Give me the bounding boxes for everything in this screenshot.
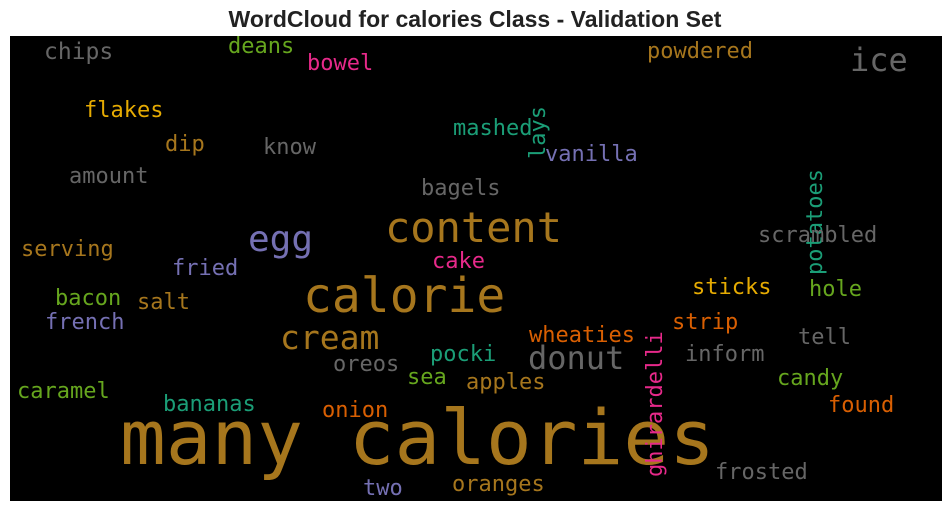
word-potatoes: potatoes — [803, 169, 828, 275]
word-bananas: bananas — [163, 392, 256, 417]
wordcloud-canvas: many calories calorie content egg cream donut… — [10, 36, 942, 501]
word-pocki: pocki — [430, 342, 497, 367]
word-two: two — [363, 476, 403, 501]
word-cake: cake — [432, 249, 485, 274]
word-fried: fried — [172, 256, 239, 281]
word-egg: egg — [248, 219, 314, 260]
word-ice: ice — [850, 41, 908, 79]
word-salt: salt — [137, 290, 190, 315]
word-sticks: sticks — [692, 275, 772, 300]
word-flakes: flakes — [84, 98, 164, 123]
word-deans: deans — [228, 36, 295, 59]
word-bowel: bowel — [307, 51, 374, 76]
word-onion: onion — [322, 398, 389, 423]
word-caramel: caramel — [17, 379, 110, 404]
word-strip: strip — [672, 310, 739, 335]
word-ghirardelli: ghirardelli — [643, 331, 668, 477]
word-oreos: oreos — [333, 352, 400, 377]
word-bacon: bacon — [55, 286, 122, 311]
word-hole: hole — [809, 277, 862, 302]
word-vanilla: vanilla — [545, 142, 638, 167]
word-inform: inform — [685, 342, 765, 367]
word-powdered: powdered — [647, 39, 753, 64]
word-many-calories: many calories — [120, 393, 715, 482]
word-content: content — [385, 203, 563, 252]
word-frosted: frosted — [715, 460, 808, 485]
word-wheaties: wheaties — [529, 323, 635, 348]
word-mashed: mashed — [453, 116, 533, 141]
word-tell: tell — [798, 325, 851, 350]
chart-title: WordCloud for calories Class - Validatio… — [228, 6, 722, 32]
word-found: found — [828, 393, 895, 418]
word-calorie: calorie — [303, 268, 506, 324]
word-chips: chips — [44, 39, 114, 65]
word-apples: apples — [466, 370, 546, 395]
word-donut: donut — [528, 339, 625, 377]
word-oranges: oranges — [452, 472, 545, 497]
word-scrambled: scrambled — [758, 223, 878, 248]
word-bagels: bagels — [421, 176, 501, 201]
word-candy: candy — [777, 366, 844, 391]
word-know: know — [263, 135, 316, 160]
word-french: french — [45, 310, 125, 335]
word-serving: serving — [21, 237, 114, 262]
word-dip: dip — [165, 132, 205, 157]
word-sea: sea — [407, 365, 447, 390]
word-amount: amount — [69, 164, 149, 189]
word-cream: cream — [280, 318, 380, 357]
